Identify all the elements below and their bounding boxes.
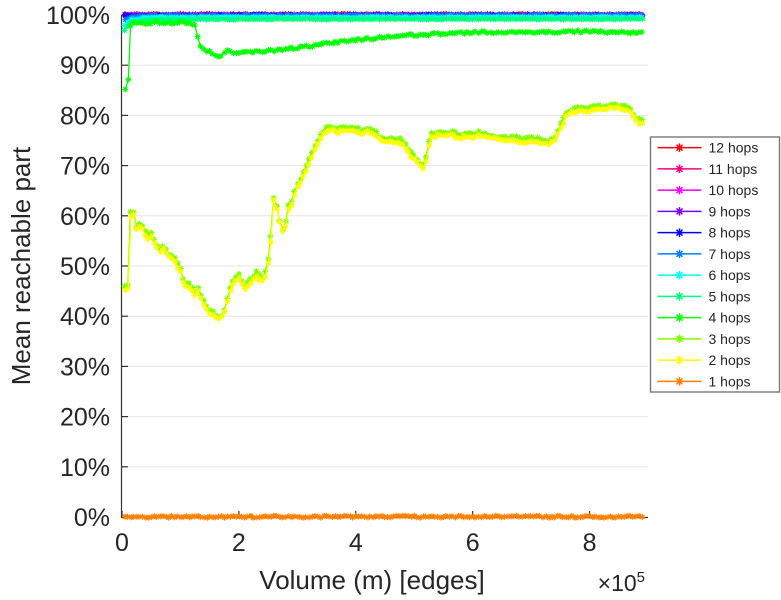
y-tick-label: 60%	[60, 203, 110, 231]
y-tick-label: 80%	[60, 102, 110, 130]
legend-item-4-hops: 4 hops	[657, 310, 751, 326]
series-layer	[121, 10, 646, 521]
legend-marker	[675, 313, 684, 322]
legend-label: 7 hops	[709, 246, 751, 262]
legend-label: 12 hops	[709, 140, 759, 156]
legend-label: 1 hops	[709, 373, 751, 389]
legend-item-3-hops: 3 hops	[657, 331, 751, 347]
legend-marker	[675, 207, 684, 216]
y-tick-label: 0%	[74, 504, 110, 532]
x-axis-multiplier-exponent: 5	[637, 569, 645, 586]
series-markers	[121, 101, 646, 320]
legend-label: 5 hops	[709, 288, 751, 304]
legend-label: 11 hops	[709, 161, 758, 177]
x-tick-label: 0	[115, 529, 129, 557]
x-axis-multiplier: ×105	[598, 569, 645, 596]
legend-marker	[675, 377, 684, 386]
legend-item-7-hops: 7 hops	[657, 246, 751, 262]
series-3-hops	[121, 101, 646, 320]
legend-marker	[675, 185, 684, 195]
series-4-hops	[122, 18, 645, 93]
text-layer: Volume (m) [edges] Mean reachable part ×…	[6, 146, 645, 596]
legend-item-10-hops: 10 hops	[657, 182, 759, 198]
legend-item-12-hops: 12 hops	[657, 140, 759, 156]
legend-label: 9 hops	[709, 203, 751, 219]
x-axis-label: Volume (m) [edges]	[259, 565, 484, 595]
legend-item-6-hops: 6 hops	[657, 267, 751, 283]
series-2-hops	[122, 104, 646, 322]
y-tick-label: 90%	[60, 52, 110, 80]
legend-item-2-hops: 2 hops	[657, 352, 751, 368]
y-tick-label: 70%	[60, 153, 110, 181]
y-tick-label: 30%	[60, 353, 110, 381]
legend-marker	[675, 164, 684, 174]
series-markers	[122, 512, 646, 521]
legend-item-11-hops: 11 hops	[657, 161, 758, 177]
y-tick-label: 10%	[60, 454, 110, 482]
legend-marker	[675, 249, 684, 259]
legend-layer: 12 hops 11 hops 10 hops 9 hops 8 hops 7 hops 6…	[649, 136, 781, 393]
y-tick-label: 20%	[60, 404, 110, 432]
x-tick-label: 6	[466, 529, 480, 557]
legend-marker	[675, 228, 684, 237]
x-tick-label: 2	[232, 529, 246, 557]
legend-label: 2 hops	[709, 352, 751, 368]
legend-item-1-hops: 1 hops	[657, 373, 751, 389]
legend-marker	[675, 270, 684, 280]
legend-item-8-hops: 8 hops	[657, 225, 751, 241]
x-tick-label: 8	[583, 529, 597, 557]
y-tick-label: 50%	[60, 253, 110, 281]
legend-label: 3 hops	[709, 331, 751, 347]
legend-marker	[675, 292, 684, 301]
series-markers	[122, 104, 646, 322]
grid-layer	[122, 14, 648, 468]
y-axis-label: Mean reachable part	[6, 146, 36, 385]
axes-layer: 0 2 4 6 80%10%20%30%40%50%60%70%80%90%100%	[46, 2, 648, 557]
legend-item-5-hops: 5 hops	[657, 288, 751, 304]
legend-label: 8 hops	[709, 225, 751, 241]
y-tick-label: 40%	[60, 303, 110, 331]
legend-label: 4 hops	[709, 310, 751, 326]
series-1-hops	[122, 512, 646, 521]
legend-item-9-hops: 9 hops	[657, 203, 751, 219]
legend-label: 10 hops	[709, 182, 759, 198]
y-tick-label: 100%	[46, 2, 110, 30]
legend-marker	[675, 355, 684, 365]
legend-box	[649, 136, 781, 393]
x-tick-label: 4	[349, 529, 363, 557]
legend-label: 6 hops	[709, 267, 751, 283]
legend-marker	[675, 143, 684, 152]
legend-marker	[675, 334, 684, 344]
x-axis-multiplier-base: ×10	[598, 570, 637, 596]
series-markers	[122, 18, 645, 93]
